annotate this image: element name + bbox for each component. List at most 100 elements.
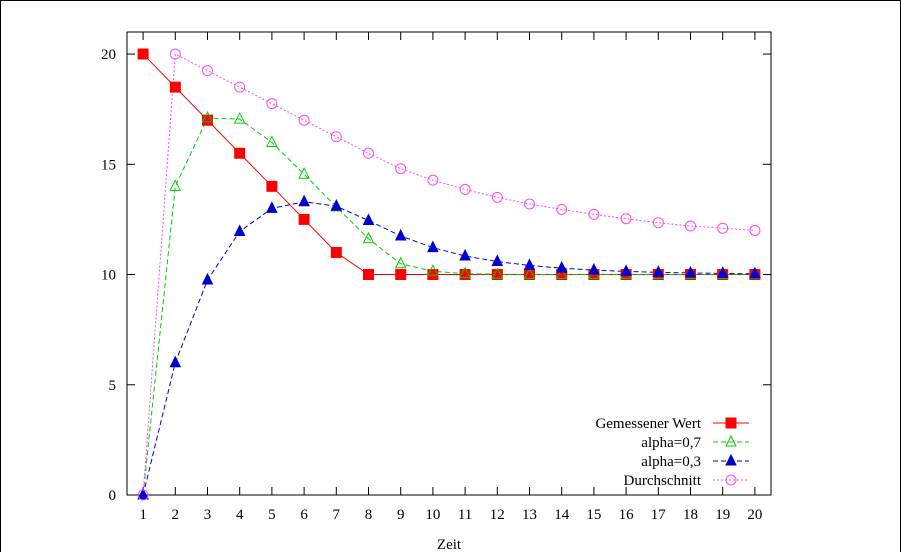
x-tick-label: 11 (458, 507, 472, 523)
series-line-alpha-0-3 (142, 201, 755, 496)
data-point-alpha-0-3 (330, 199, 343, 211)
legend-label-durchschnitt: Durchschnitt (624, 473, 702, 489)
data-point-alpha-0-7 (555, 267, 568, 280)
data-point-alpha-0-3 (523, 258, 536, 270)
data-point-alpha-0-3 (555, 261, 568, 273)
legend: Gemessener Wert alpha=0,7 alpha=0,3 Durchsc… (595, 416, 749, 489)
data-point-gemessener-wert (395, 269, 407, 281)
data-point-durchschnitt (202, 65, 213, 77)
data-point-durchschnitt (459, 183, 471, 195)
data-point-alpha-0-7 (266, 135, 278, 147)
data-point-alpha-0-3 (394, 228, 407, 241)
plot-border (126, 31, 772, 496)
data-point-gemessener-wert (169, 81, 181, 93)
data-point-alpha-0-7 (201, 110, 214, 123)
data-point-alpha-0-7 (459, 266, 471, 279)
data-point-alpha-0-3 (233, 224, 246, 237)
legend-marker-alpha-0-3 (725, 453, 737, 466)
data-point-durchschnitt (685, 220, 696, 232)
legend-label-gemessener-wert: Gemessener Wert (595, 416, 701, 432)
data-point-gemessener-wert (427, 269, 439, 281)
x-tick-label: 4 (236, 507, 244, 523)
data-point-alpha-0-3 (749, 266, 761, 279)
data-point-alpha-0-3 (169, 355, 182, 368)
data-point-durchschnitt (524, 198, 535, 210)
data-point-gemessener-wert (459, 269, 471, 281)
x-tick-label: 1 (139, 507, 147, 523)
x-tick-label: 3 (204, 507, 212, 523)
legend-marker-durchschnitt (725, 474, 737, 486)
data-point-durchschnitt (588, 208, 600, 220)
data-point-durchschnitt (395, 163, 407, 175)
x-tick-label: 9 (397, 507, 405, 523)
data-point-durchschnitt (427, 174, 439, 186)
y-tick-label: 20 (101, 47, 116, 63)
x-tick-label: 12 (490, 507, 505, 523)
data-point-durchschnitt (652, 217, 664, 229)
series-markers (137, 48, 761, 501)
data-point-alpha-0-3 (298, 194, 310, 207)
data-point-alpha-0-3 (684, 265, 697, 278)
data-point-durchschnitt (717, 222, 729, 234)
data-point-gemessener-wert (137, 48, 149, 60)
data-point-alpha-0-7 (362, 231, 375, 244)
x-tick-label: 14 (554, 507, 570, 523)
data-point-alpha-0-3 (266, 201, 278, 213)
data-point-gemessener-wert (363, 269, 374, 281)
legend-marker-gemessener-wert (725, 417, 737, 429)
y-tick-label: 0 (109, 488, 117, 504)
x-tick-label: 8 (365, 507, 373, 523)
data-point-alpha-0-3 (652, 265, 665, 277)
data-point-alpha-0-3 (201, 272, 214, 285)
data-point-durchschnitt (298, 114, 310, 126)
y-tick-label: 10 (101, 268, 116, 284)
data-point-alpha-0-3 (427, 240, 439, 253)
data-point-alpha-0-3 (459, 248, 471, 261)
data-point-gemessener-wert (202, 114, 213, 126)
data-point-alpha-0-7 (169, 179, 182, 191)
data-point-durchschnitt (620, 213, 632, 225)
x-tick-label: 15 (586, 507, 601, 523)
data-point-alpha-0-3 (137, 487, 149, 500)
x-tick-label: 16 (619, 507, 635, 523)
data-point-durchschnitt (556, 203, 568, 215)
legend-marker-alpha-0-7 (725, 434, 737, 447)
data-point-gemessener-wert (298, 213, 310, 225)
data-point-alpha-0-7 (523, 267, 536, 280)
data-point-durchschnitt (169, 48, 181, 60)
data-point-gemessener-wert (266, 180, 278, 192)
x-axis-label: Zeit (437, 537, 462, 552)
data-point-durchschnitt (491, 191, 503, 203)
data-point-alpha-0-7 (298, 167, 310, 179)
data-point-gemessener-wert (491, 269, 503, 281)
data-point-alpha-0-7 (491, 267, 504, 279)
x-tick-label: 2 (172, 507, 180, 523)
data-point-durchschnitt (234, 81, 246, 93)
x-tick-label: 20 (747, 507, 762, 523)
x-tick-label: 19 (715, 507, 730, 523)
data-point-durchschnitt (749, 224, 761, 236)
data-point-alpha-0-3 (362, 213, 375, 226)
data-point-durchschnitt (330, 131, 342, 143)
x-tick-label: 5 (268, 507, 276, 523)
x-tick-label: 18 (683, 507, 698, 523)
y-tick-label: 15 (101, 157, 116, 173)
data-point-alpha-0-7 (394, 256, 407, 269)
x-tick-label: 7 (333, 507, 341, 523)
x-tick-label: 17 (651, 507, 667, 523)
data-point-durchschnitt (363, 147, 374, 159)
data-point-alpha-0-7 (427, 264, 439, 276)
y-tick-label: 5 (109, 378, 117, 394)
data-point-gemessener-wert (330, 246, 342, 258)
data-point-alpha-0-3 (716, 266, 729, 278)
data-point-durchschnitt (266, 98, 278, 110)
data-point-alpha-0-3 (588, 262, 600, 275)
x-tick-label: 13 (522, 507, 537, 523)
legend-label-alpha-0-7: alpha=0,7 (641, 435, 701, 451)
data-point-durchschnitt (137, 489, 149, 501)
x-tick-label: 6 (300, 507, 308, 523)
data-point-alpha-0-3 (491, 254, 504, 267)
data-point-gemessener-wert (234, 147, 246, 159)
